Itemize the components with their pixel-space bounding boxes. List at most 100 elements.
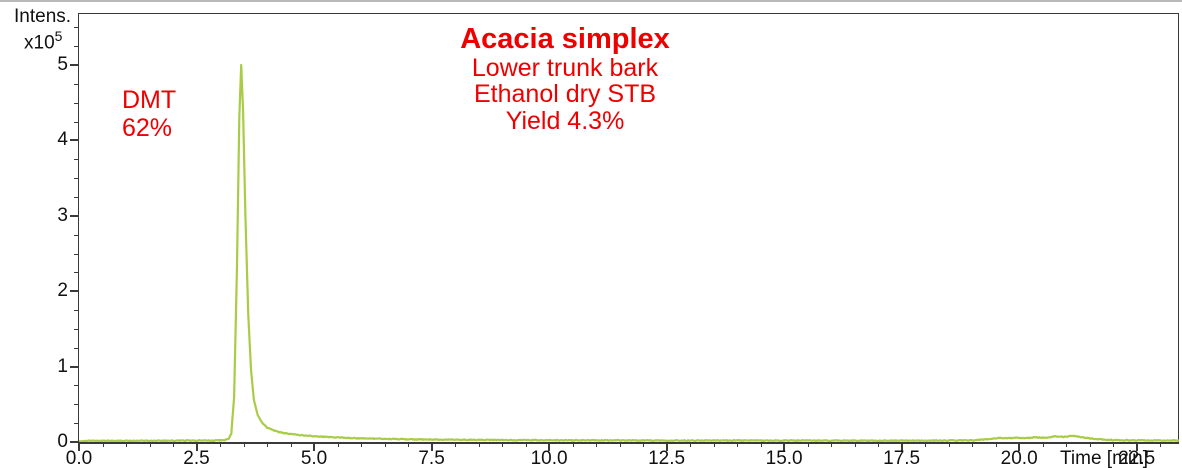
x-axis-minor-tick <box>243 442 245 447</box>
x-axis-minor-tick <box>878 442 880 447</box>
x-axis-major-tick <box>665 442 668 451</box>
x-axis-minor-tick <box>267 442 269 447</box>
x-axis-minor-tick <box>290 442 292 447</box>
y-axis-minor-tick <box>74 121 79 123</box>
x-axis-minor-tick <box>173 442 175 447</box>
x-axis-major-tick <box>78 442 80 451</box>
x-axis-minor-tick <box>807 442 809 447</box>
x-axis-minor-tick <box>149 442 151 447</box>
x-axis-minor-tick <box>1160 442 1162 447</box>
x-axis-tick-label: 5.0 <box>300 448 328 468</box>
x-axis-major-tick <box>900 442 903 451</box>
x-axis-major-tick <box>1135 442 1138 451</box>
y-axis-major-tick <box>70 365 79 368</box>
x-axis-minor-tick <box>478 442 480 447</box>
x-axis-tick-label: 22.5 <box>1118 448 1156 468</box>
subtitle-yield: Yield 4.3% <box>505 106 625 135</box>
x-axis-tick-label: 17.5 <box>883 448 921 468</box>
y-axis-minor-tick <box>74 347 79 349</box>
y-axis-major-tick <box>70 139 79 142</box>
y-axis-minor-tick <box>74 328 79 330</box>
x-axis-minor-tick <box>831 442 833 447</box>
x-axis-major-tick <box>430 442 433 451</box>
y-axis-minor-tick <box>74 102 79 104</box>
x-axis-minor-tick <box>643 442 645 447</box>
x-axis-minor-tick <box>408 442 410 447</box>
x-axis-minor-tick <box>737 442 739 447</box>
x-axis-minor-tick <box>713 442 715 447</box>
x-axis-title: Time [min] <box>1060 448 1148 468</box>
x-axis-minor-tick <box>690 442 692 447</box>
x-axis-tick-label: 12.5 <box>648 448 686 468</box>
plot-frame <box>78 13 1179 442</box>
x-axis-minor-tick <box>502 442 504 447</box>
y-axis-minor-tick <box>74 385 79 387</box>
y-axis-tick-label: 3 <box>57 204 68 226</box>
x-axis-minor-tick <box>220 442 222 447</box>
y-axis-tick-label: 5 <box>57 54 68 75</box>
y-axis-minor-tick <box>74 404 79 406</box>
y-axis-tick-label: 1 <box>57 355 68 377</box>
x-axis-minor-tick <box>854 442 856 447</box>
x-axis-major-tick <box>195 442 198 451</box>
x-axis-line <box>78 442 1179 444</box>
plot-area <box>79 14 1179 442</box>
y-axis-minor-tick <box>74 196 79 198</box>
x-axis-minor-tick <box>760 442 762 447</box>
peak-percent-label: 62% <box>122 114 173 142</box>
x-axis-minor-tick <box>925 442 927 447</box>
x-axis-tick-label: 20.0 <box>1000 448 1038 468</box>
y-axis-major-tick <box>70 290 79 293</box>
y-axis-minor-tick <box>74 178 79 180</box>
x-axis-minor-tick <box>995 442 997 447</box>
y-axis-unit-exponent: x105 <box>24 28 62 54</box>
y-axis-tick-label: 2 <box>57 280 68 302</box>
x-axis-minor-tick <box>1113 442 1115 447</box>
x-axis-minor-tick <box>972 442 974 447</box>
subtitle-plant-part: Lower trunk bark <box>471 53 659 82</box>
y-axis-major-tick <box>70 441 79 443</box>
x-axis-minor-tick <box>525 442 527 447</box>
x-axis-tick-label: 10.0 <box>530 448 568 468</box>
subtitle-extraction-method: Ethanol dry STB <box>473 80 657 109</box>
y-axis-minor-tick <box>74 27 79 29</box>
x-axis-minor-tick <box>337 442 339 447</box>
x-axis-minor-tick <box>102 442 104 447</box>
x-axis-minor-tick <box>1042 442 1044 447</box>
x-axis-major-tick <box>548 442 551 451</box>
y-axis-minor-tick <box>74 310 79 312</box>
y-axis-minor-tick <box>74 83 79 85</box>
x-axis-minor-tick <box>384 442 386 447</box>
x-axis-major-tick <box>1018 442 1021 451</box>
peak-compound-label: DMT <box>122 86 177 114</box>
y-axis-unit-power: 5 <box>54 28 63 44</box>
species-name: Acacia simplex <box>460 23 670 55</box>
y-axis-major-tick <box>70 214 79 217</box>
x-axis-minor-tick <box>572 442 574 447</box>
x-axis-minor-tick <box>455 442 457 447</box>
x-axis-minor-tick <box>361 442 363 447</box>
y-axis-tick-label: 4 <box>57 129 68 151</box>
x-axis-minor-tick <box>126 442 127 447</box>
x-axis-minor-tick <box>948 442 950 447</box>
y-axis-minor-tick <box>74 159 79 161</box>
y-axis-minor-tick <box>74 46 79 48</box>
x-axis-major-tick <box>313 442 316 451</box>
x-axis-tick-label: 0.0 <box>65 448 93 468</box>
x-axis-minor-tick <box>619 442 621 447</box>
x-axis-tick-label: 15.0 <box>765 448 803 468</box>
figure-title-block: Acacia simplex Lower trunk bark Ethanol … <box>420 24 710 134</box>
y-axis-tick-label: 0 <box>57 431 68 452</box>
x-axis-major-tick <box>783 442 786 451</box>
y-axis-minor-tick <box>74 234 79 236</box>
chromatogram-trace <box>79 63 1179 442</box>
x-axis-minor-tick <box>1066 442 1068 447</box>
x-axis-minor-tick <box>596 442 598 447</box>
x-axis-minor-tick <box>1089 442 1091 447</box>
y-axis-minor-tick <box>74 423 79 425</box>
y-axis-minor-tick <box>74 272 79 274</box>
peak-annotation: DMT 62% <box>122 86 176 142</box>
x-axis-tick-label: 7.5 <box>418 448 445 468</box>
y-axis-unit-prefix: x10 <box>24 32 55 54</box>
